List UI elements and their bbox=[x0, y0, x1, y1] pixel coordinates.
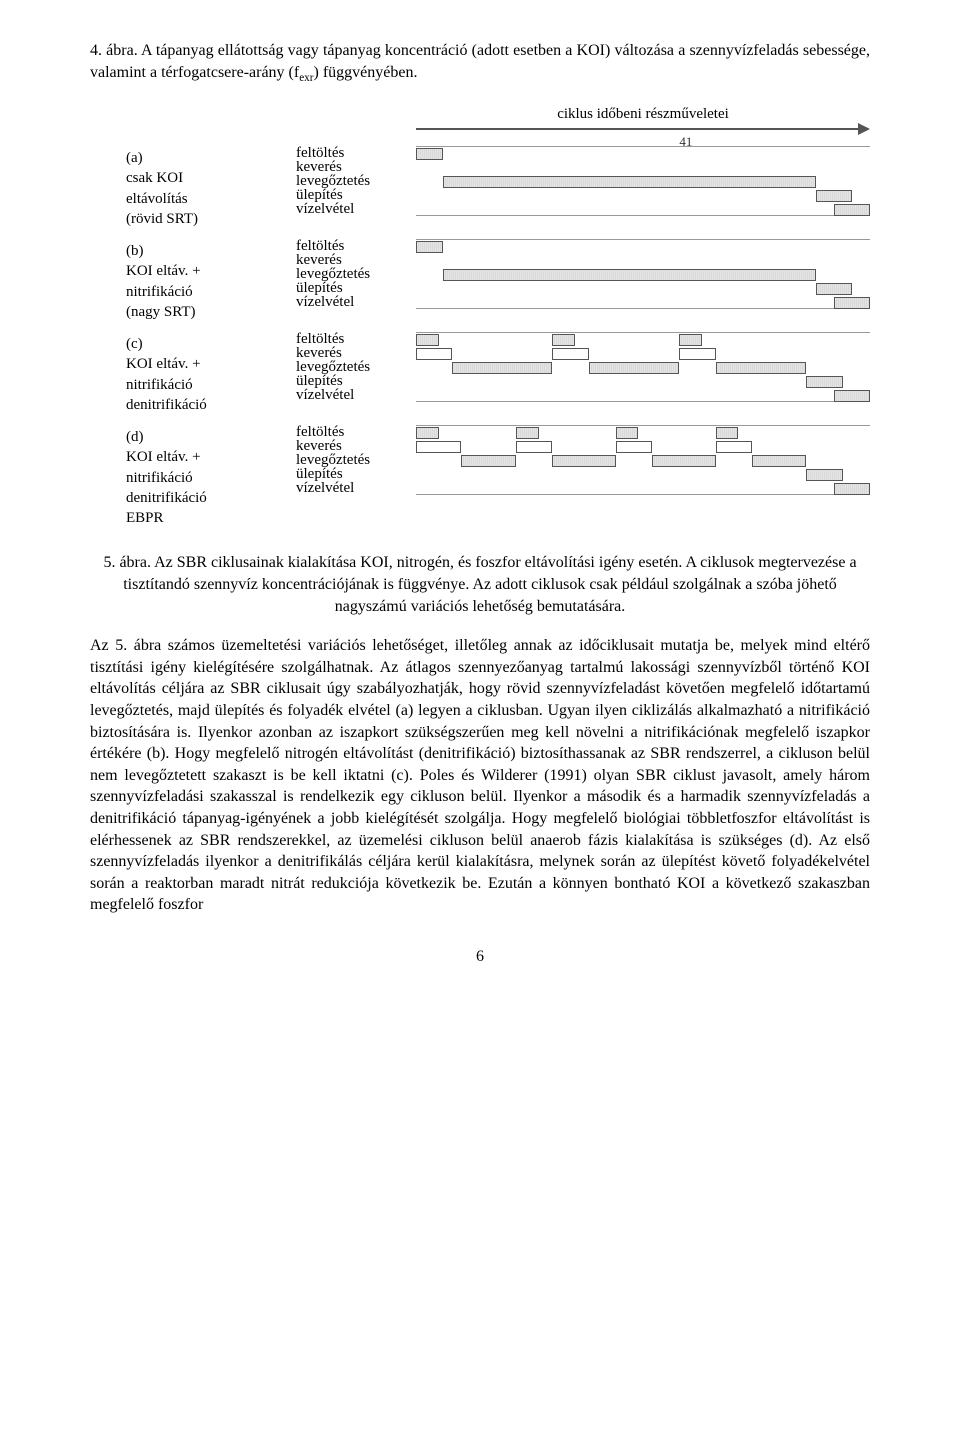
operation-label: feltöltés bbox=[296, 425, 416, 439]
operation-label: levegőztetés bbox=[296, 174, 416, 188]
section-descr-line: nitrifikáció bbox=[126, 375, 288, 395]
operation-label: ülepítés bbox=[296, 188, 416, 202]
figure4-body: A tápanyag ellátottság vagy tápanyag kon… bbox=[90, 42, 870, 81]
figure5-caption: 5. ábra. Az SBR ciklusainak kialakítása … bbox=[90, 552, 870, 617]
gantt-bar bbox=[416, 427, 439, 439]
operation-label: keverés bbox=[296, 346, 416, 360]
gantt-bar bbox=[589, 362, 680, 374]
gantt-bar bbox=[416, 348, 452, 360]
operation-label: vízelvétel bbox=[296, 202, 416, 216]
gantt-bar bbox=[416, 241, 443, 253]
section-descr-line: denitrifikáció bbox=[126, 488, 288, 508]
body-paragraph: Az 5. ábra számos üzemeltetési variációs… bbox=[90, 635, 870, 916]
gantt-bar bbox=[816, 190, 852, 202]
operation-label: vízelvétel bbox=[296, 481, 416, 495]
section-tag: (d) bbox=[126, 427, 288, 447]
diagram-title: ciklus időbeni részműveletei bbox=[416, 104, 870, 124]
operation-label: ülepítés bbox=[296, 467, 416, 481]
gantt-bar bbox=[416, 148, 443, 160]
operation-label: levegőztetés bbox=[296, 360, 416, 374]
section-descr-line: KOI eltáv. + bbox=[126, 354, 288, 374]
operation-label: feltöltés bbox=[296, 146, 416, 160]
section-descr-line: EBPR bbox=[126, 508, 288, 528]
gantt-bar bbox=[716, 427, 739, 439]
gantt-bar bbox=[443, 269, 815, 281]
operation-label: keverés bbox=[296, 439, 416, 453]
operation-label: levegőztetés bbox=[296, 267, 416, 281]
gantt-bar bbox=[552, 334, 575, 346]
section-descr-line: nitrifikáció bbox=[126, 468, 288, 488]
page-number: 6 bbox=[90, 946, 870, 968]
gantt-bar bbox=[516, 427, 539, 439]
section-descr-line: nitrifikáció bbox=[126, 282, 288, 302]
section-tag: (b) bbox=[126, 241, 288, 261]
gantt-bar bbox=[652, 455, 716, 467]
section-descr-line: (nagy SRT) bbox=[126, 302, 288, 322]
gantt-bar bbox=[516, 441, 552, 453]
gantt-bar bbox=[552, 348, 588, 360]
figure4-prefix: 4. ábra. bbox=[90, 42, 138, 59]
figure4-sub: exr bbox=[299, 72, 313, 84]
figure4-tail: ) függvényében. bbox=[314, 64, 418, 81]
operation-label: levegőztetés bbox=[296, 453, 416, 467]
gantt-bar bbox=[834, 204, 870, 216]
section-descr-line: KOI eltáv. + bbox=[126, 261, 288, 281]
operation-label: feltöltés bbox=[296, 332, 416, 346]
gantt-bar bbox=[452, 362, 552, 374]
figure5-prefix: 5. ábra. bbox=[103, 554, 151, 571]
gantt-bar bbox=[716, 441, 752, 453]
sbr-cycle-diagram: ciklus időbeni részműveletei (a)csak KOI… bbox=[126, 104, 870, 529]
gantt-bar bbox=[416, 334, 439, 346]
section-tag: (a) bbox=[126, 148, 288, 168]
section-tag: (c) bbox=[126, 334, 288, 354]
section-descr-line: denitrifikáció bbox=[126, 395, 288, 415]
gantt-bar bbox=[834, 483, 870, 495]
operation-label: vízelvétel bbox=[296, 388, 416, 402]
gantt-bar bbox=[616, 427, 639, 439]
gantt-bar bbox=[834, 297, 870, 309]
gantt-bar bbox=[716, 362, 807, 374]
gantt-bar bbox=[416, 441, 461, 453]
gantt-bar bbox=[679, 334, 702, 346]
gantt-bar bbox=[461, 455, 515, 467]
gantt-bar bbox=[816, 283, 852, 295]
operation-label: feltöltés bbox=[296, 239, 416, 253]
section-descr-line: csak KOI bbox=[126, 168, 288, 188]
gantt-bar bbox=[552, 455, 616, 467]
gantt-bar bbox=[679, 348, 715, 360]
gantt-bar bbox=[752, 455, 806, 467]
gantt-bar bbox=[806, 376, 842, 388]
diagram-section: (b)KOI eltáv. +nitrifikáció(nagy SRT) fel… bbox=[126, 239, 870, 322]
diagram-section: (d)KOI eltáv. +nitrifikációdenitrifikáci… bbox=[126, 425, 870, 528]
gantt-bar bbox=[616, 441, 652, 453]
section-descr-line: KOI eltáv. + bbox=[126, 447, 288, 467]
operation-label: vízelvétel bbox=[296, 295, 416, 309]
section-descr-line: (rövid SRT) bbox=[126, 209, 288, 229]
gantt-bar bbox=[834, 390, 870, 402]
diagram-annotation-41: 41 bbox=[679, 133, 692, 151]
operation-label: keverés bbox=[296, 253, 416, 267]
diagram-section: (a)csak KOIeltávolítás(rövid SRT) feltölt… bbox=[126, 146, 870, 229]
time-arrow bbox=[416, 124, 870, 136]
operation-label: ülepítés bbox=[296, 281, 416, 295]
operation-label: ülepítés bbox=[296, 374, 416, 388]
figure5-body: Az SBR ciklusainak kialakítása KOI, nitr… bbox=[123, 554, 856, 614]
operation-label: keverés bbox=[296, 160, 416, 174]
gantt-bar bbox=[806, 469, 842, 481]
section-descr-line: eltávolítás bbox=[126, 189, 288, 209]
diagram-section: (c)KOI eltáv. +nitrifikációdenitrifikáci… bbox=[126, 332, 870, 415]
figure4-caption: 4. ábra. A tápanyag ellátottság vagy táp… bbox=[90, 40, 870, 86]
gantt-bar bbox=[443, 176, 815, 188]
